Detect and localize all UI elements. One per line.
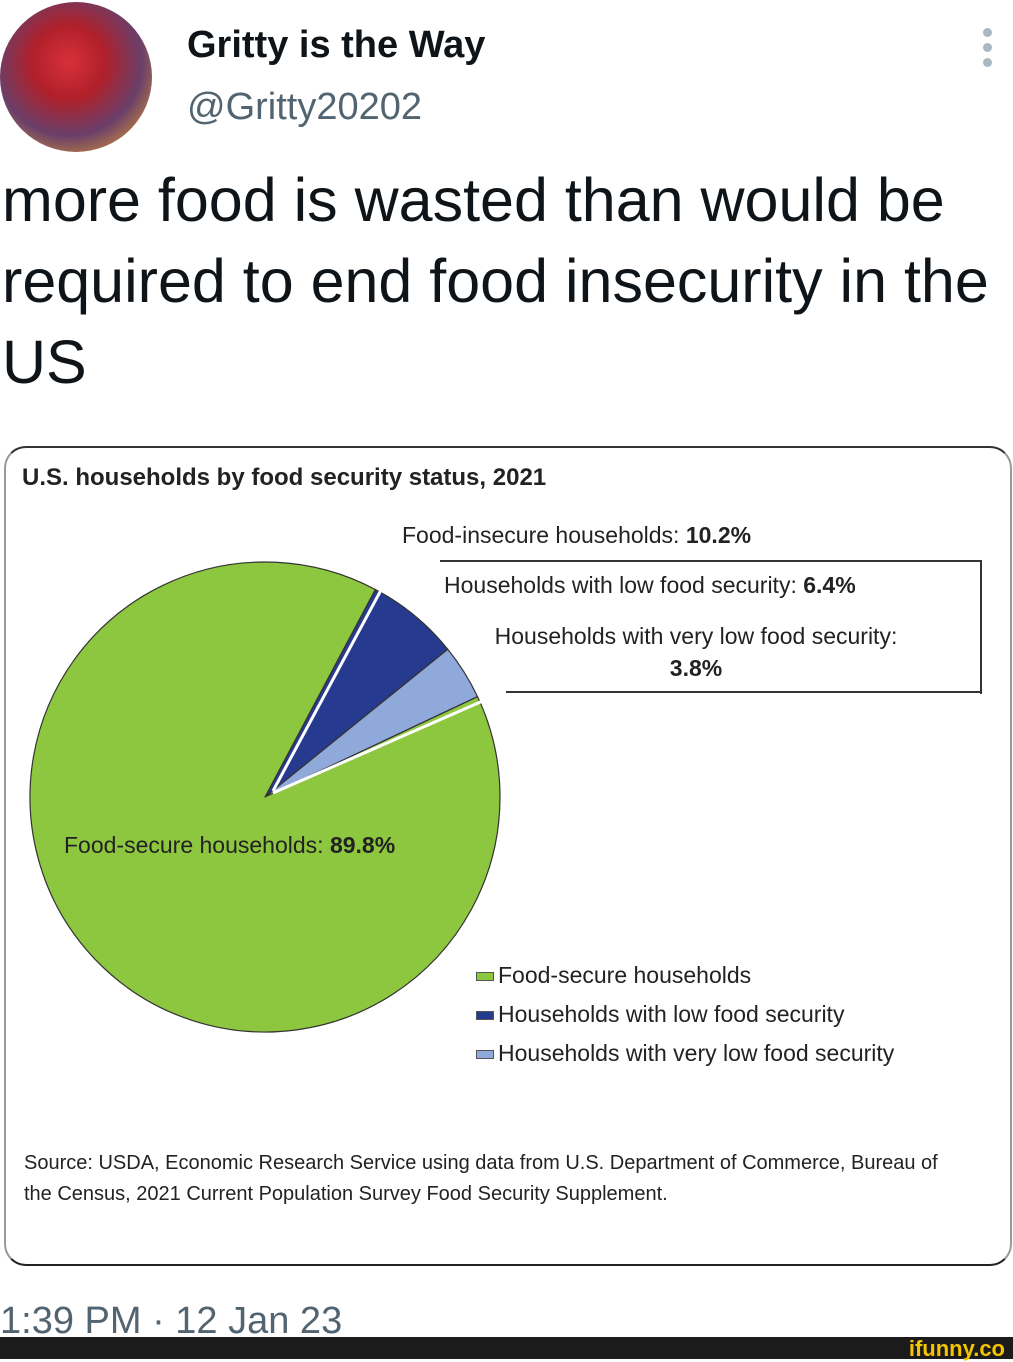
watermark-bar [0, 1337, 1013, 1359]
handle[interactable]: @Gritty20202 [187, 86, 423, 128]
insecure-label: Food-insecure households: 10.2% [402, 522, 751, 549]
more-options-icon[interactable] [983, 28, 995, 67]
low-value: 6.4% [803, 572, 856, 598]
pie-slice-food-secure [29, 561, 501, 1033]
legend-swatch [476, 1050, 494, 1060]
pie-chart [29, 561, 501, 1033]
watermark-logo: ifunny.co [908, 1336, 1005, 1361]
legend-label: Households with very low food security [498, 1040, 895, 1066]
callout-line [506, 691, 982, 693]
slice-gap [271, 588, 485, 795]
very-low-label: Households with very low food security: … [476, 620, 916, 684]
chart-image[interactable]: U.S. households by food security status,… [4, 446, 1012, 1266]
avatar[interactable] [0, 2, 152, 152]
very-low-label-text: Households with very low food security: [494, 623, 898, 649]
tweet-text: more food is wasted than would be requir… [2, 166, 989, 396]
insecure-label-text: Food-insecure households: [402, 522, 686, 548]
insecure-value: 10.2% [685, 522, 752, 548]
legend-item: Households with low food security [476, 995, 894, 1034]
legend-swatch [476, 1011, 494, 1021]
secure-label-text: Food-secure households: [64, 832, 330, 858]
legend: Food-secure households Households with l… [476, 956, 894, 1073]
timestamp[interactable]: 1:39 PM · 12 Jan 23 [0, 1300, 343, 1342]
secure-value: 89.8% [329, 832, 396, 858]
low-label-text: Households with low food security: [444, 572, 804, 598]
legend-swatch [476, 972, 494, 982]
secure-label: Food-secure households: 89.8% [64, 832, 395, 859]
very-low-value: 3.8% [669, 655, 723, 681]
low-label: Households with low food security: 6.4% [444, 572, 856, 599]
legend-item: Households with very low food security [476, 1034, 894, 1073]
legend-label: Households with low food security [498, 1001, 845, 1027]
chart-title: U.S. households by food security status,… [22, 464, 547, 491]
chart-source: Source: USDA, Economic Research Service … [24, 1152, 938, 1205]
legend-label: Food-secure households [498, 962, 752, 988]
display-name[interactable]: Gritty is the Way [187, 24, 486, 66]
legend-item: Food-secure households [476, 956, 894, 995]
callout-bracket [440, 560, 982, 694]
